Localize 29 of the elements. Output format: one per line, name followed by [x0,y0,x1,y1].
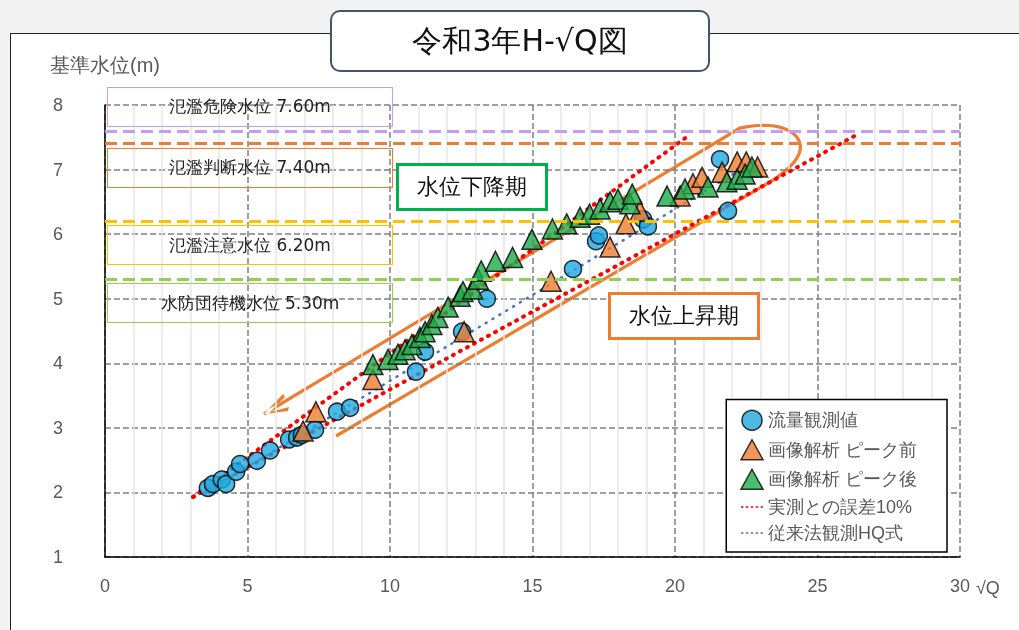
ref-line-label: 氾濫注意水位 6.20m [107,225,393,266]
y-tick-label: 7 [52,159,63,180]
y-tick-label: 8 [52,95,63,115]
y-tick-label: 6 [52,224,63,245]
ref-line-label: 氾濫判断水位 7.40m [107,147,393,188]
legend-label: 実測との誤差10% [768,497,913,517]
x-tick-label: 25 [807,576,828,596]
annotation: 水位上昇期 [608,292,760,340]
legend-label: 従来法観測HQ式 [768,523,903,543]
x-tick-label: 10 [379,576,401,596]
y-tick-label: 4 [52,353,63,374]
legend-label: 画像解析 ピーク前 [768,439,918,460]
ref-line-label: 氾濫危険水位 7.60m [107,86,393,127]
ref-line-label: 水防団待機水位 5.30m [107,283,393,324]
x-axis-title: √Q [975,578,1000,598]
x-tick-label: 30 [949,576,971,596]
x-tick-label: 5 [242,576,253,596]
x-tick-label: 0 [99,576,111,596]
chart-title: 令和3年H-√Q図 [330,10,710,72]
legend-label: 画像解析 ピーク後 [768,469,918,490]
y-tick-label: 3 [52,417,63,438]
x-tick-label: 20 [664,576,686,596]
y-tick-label: 5 [52,288,63,309]
y-tick-label: 2 [52,482,63,503]
legend-label: 流量観測値 [768,410,858,431]
y-tick-label: 1 [52,547,63,567]
annotation: 水位下降期 [396,163,548,211]
x-tick-label: 15 [522,576,543,596]
y-axis-title: 基準水位(m) [50,54,160,76]
